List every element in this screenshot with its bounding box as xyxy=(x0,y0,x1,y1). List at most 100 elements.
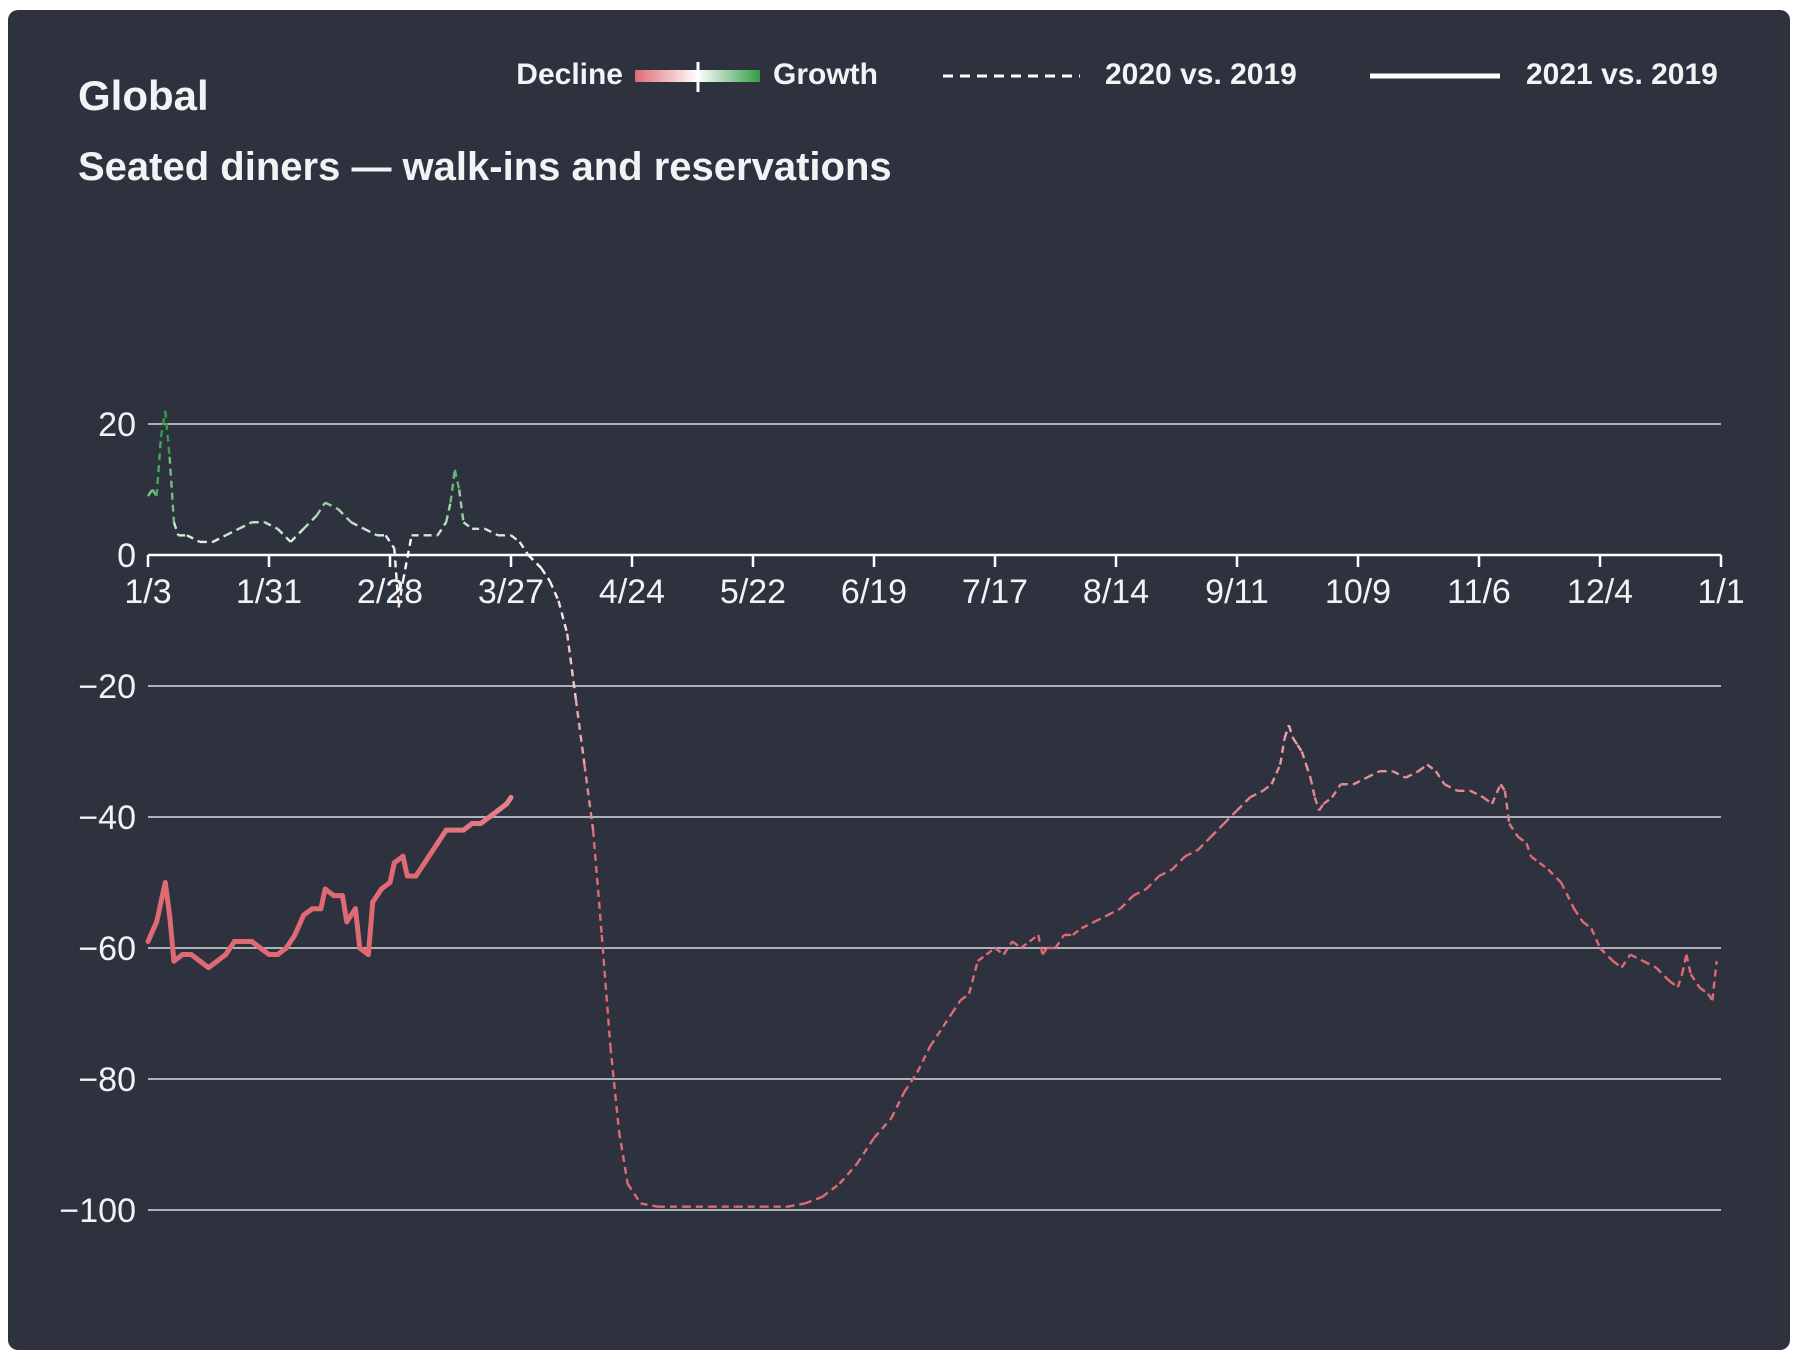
line-segment xyxy=(145,919,160,944)
line-segment xyxy=(873,1117,893,1139)
line-segment xyxy=(1184,848,1199,858)
line-segment xyxy=(1041,947,1048,956)
line-segment xyxy=(565,633,578,700)
line-segment xyxy=(146,488,154,497)
line-segment xyxy=(540,567,551,582)
y-tick-label: 20 xyxy=(98,406,136,444)
line-segment xyxy=(1028,933,1039,943)
line-segment xyxy=(1434,770,1446,785)
line-segment xyxy=(976,953,988,963)
line-segment xyxy=(967,960,979,995)
line-segment xyxy=(1249,789,1264,799)
line-segment xyxy=(1300,751,1308,765)
line-segment xyxy=(1020,940,1031,949)
line-segment xyxy=(315,501,327,517)
line-segment xyxy=(289,527,305,543)
line-segment xyxy=(393,548,400,608)
y-tick-label: 0 xyxy=(117,537,136,575)
line-segment xyxy=(164,410,171,457)
line-segment xyxy=(1145,875,1161,890)
line-segment xyxy=(1620,953,1632,969)
line-segment xyxy=(1392,770,1407,779)
line-segment xyxy=(916,1045,932,1073)
line-segment xyxy=(1011,940,1022,949)
line-segment xyxy=(1037,934,1044,955)
line-segment xyxy=(557,600,569,634)
line-segment xyxy=(1490,783,1502,805)
line-segment xyxy=(159,410,167,438)
line-segment xyxy=(510,534,521,543)
line-segment xyxy=(1573,908,1584,923)
line-segment xyxy=(1612,960,1623,969)
line-segment xyxy=(324,501,339,511)
line-segment xyxy=(1318,803,1325,812)
chart-title: Global xyxy=(78,72,209,119)
line-segment xyxy=(1503,790,1511,824)
line-segment xyxy=(1417,763,1428,773)
line-segment xyxy=(339,893,350,925)
line-segment xyxy=(1296,744,1303,753)
line-segment xyxy=(1054,934,1066,949)
line-segment xyxy=(942,1012,953,1028)
line-segment xyxy=(1590,927,1602,949)
line-segment xyxy=(167,912,177,964)
line-segment xyxy=(283,932,298,951)
line-segment xyxy=(1331,783,1342,799)
x-tick-label: 11/6 xyxy=(1447,573,1511,611)
gridlines xyxy=(148,423,1721,1211)
line-segment xyxy=(1676,973,1684,988)
line-segment xyxy=(1525,842,1532,857)
line-segment xyxy=(1517,835,1528,845)
line-segment xyxy=(1093,914,1108,923)
line-segment xyxy=(276,527,292,543)
line-segment xyxy=(1443,783,1458,792)
x-tick-label: 3/27 xyxy=(478,573,544,611)
x-tick-label: 6/19 xyxy=(841,573,907,611)
line-segment xyxy=(397,581,405,608)
line-segment xyxy=(1106,907,1121,917)
line-segment xyxy=(292,912,307,938)
line-segment xyxy=(1313,796,1321,811)
line-segment xyxy=(626,1183,642,1205)
line-segment xyxy=(400,853,410,879)
x-tick-label: 12/4 xyxy=(1567,573,1633,611)
line-segment xyxy=(445,502,452,523)
line-segment xyxy=(238,521,253,530)
line-segment xyxy=(413,860,428,879)
x-tick-label: 10/9 xyxy=(1325,573,1391,611)
line-segment xyxy=(1158,868,1173,878)
line-segment xyxy=(1080,920,1095,930)
line-segment xyxy=(1581,920,1593,930)
line-segment xyxy=(264,521,279,530)
line-segment xyxy=(318,886,328,912)
line-segment xyxy=(1279,738,1286,765)
series-2020-line xyxy=(146,410,1718,1208)
line-segment xyxy=(504,794,514,807)
line-segment xyxy=(457,489,465,523)
line-segment xyxy=(1366,770,1381,779)
line-segment xyxy=(1698,986,1709,995)
line-segment xyxy=(1270,764,1282,785)
line-segment xyxy=(223,938,237,958)
line-segment xyxy=(1655,966,1670,982)
x-tick-label: 1/1 xyxy=(1697,573,1744,611)
line-segment xyxy=(1197,835,1212,851)
series-2021-line xyxy=(145,794,514,971)
line-segment xyxy=(387,860,397,885)
line-segment xyxy=(1132,887,1147,897)
chart-subtitle: Seated diners — walk-ins and reservation… xyxy=(78,145,892,189)
axes: 20 0 −20 −40 −60 −80 −100 1/3 1/31 2/28 3/27 4/24 5/… xyxy=(59,406,1744,1230)
line-segment xyxy=(155,437,163,497)
line-segment xyxy=(370,886,384,905)
line-segment xyxy=(787,1202,806,1208)
line-segment xyxy=(1309,777,1316,798)
line-segment xyxy=(1426,763,1437,773)
line-segment xyxy=(1538,861,1549,871)
line-segment xyxy=(225,527,240,537)
line-segment xyxy=(172,521,180,536)
line-segment xyxy=(1680,954,1688,975)
line-segment xyxy=(435,827,449,846)
line-segment xyxy=(337,508,352,524)
x-tick-label: 5/22 xyxy=(720,573,786,611)
x-tick-label: 7/17 xyxy=(962,573,1028,611)
